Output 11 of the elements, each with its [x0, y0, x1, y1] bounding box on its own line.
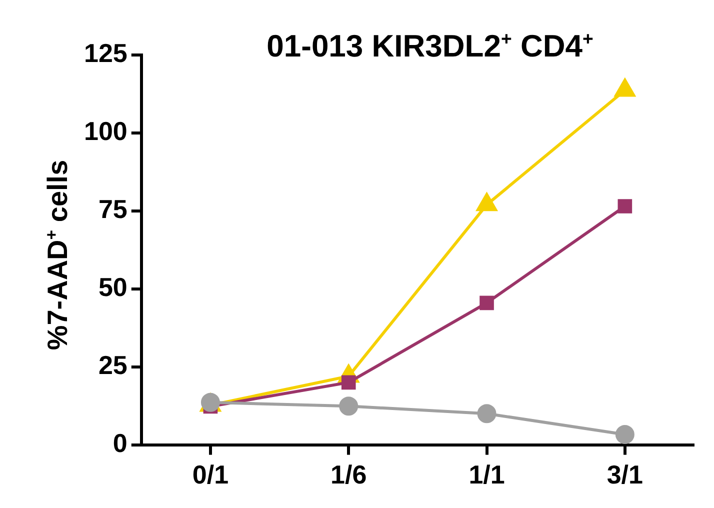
y-tick-label: 50 [98, 272, 128, 302]
y-tick-label: 0 [112, 428, 128, 458]
y-tick-label: 125 [84, 38, 128, 68]
x-tick-label: 1/1 [468, 460, 505, 490]
chart-title: 01-013 KIR3DL2$^{+}$ CD4$^{+}$ [266, 28, 594, 64]
x-tick-label: 3/1 [606, 460, 643, 490]
x-tick-label: 0/1 [192, 460, 229, 490]
x-tick-label: 1/6 [330, 460, 367, 490]
y-tick-label: 75 [98, 194, 128, 224]
y-tick-label: 100 [84, 116, 128, 146]
y-tick-label: 25 [98, 350, 128, 380]
